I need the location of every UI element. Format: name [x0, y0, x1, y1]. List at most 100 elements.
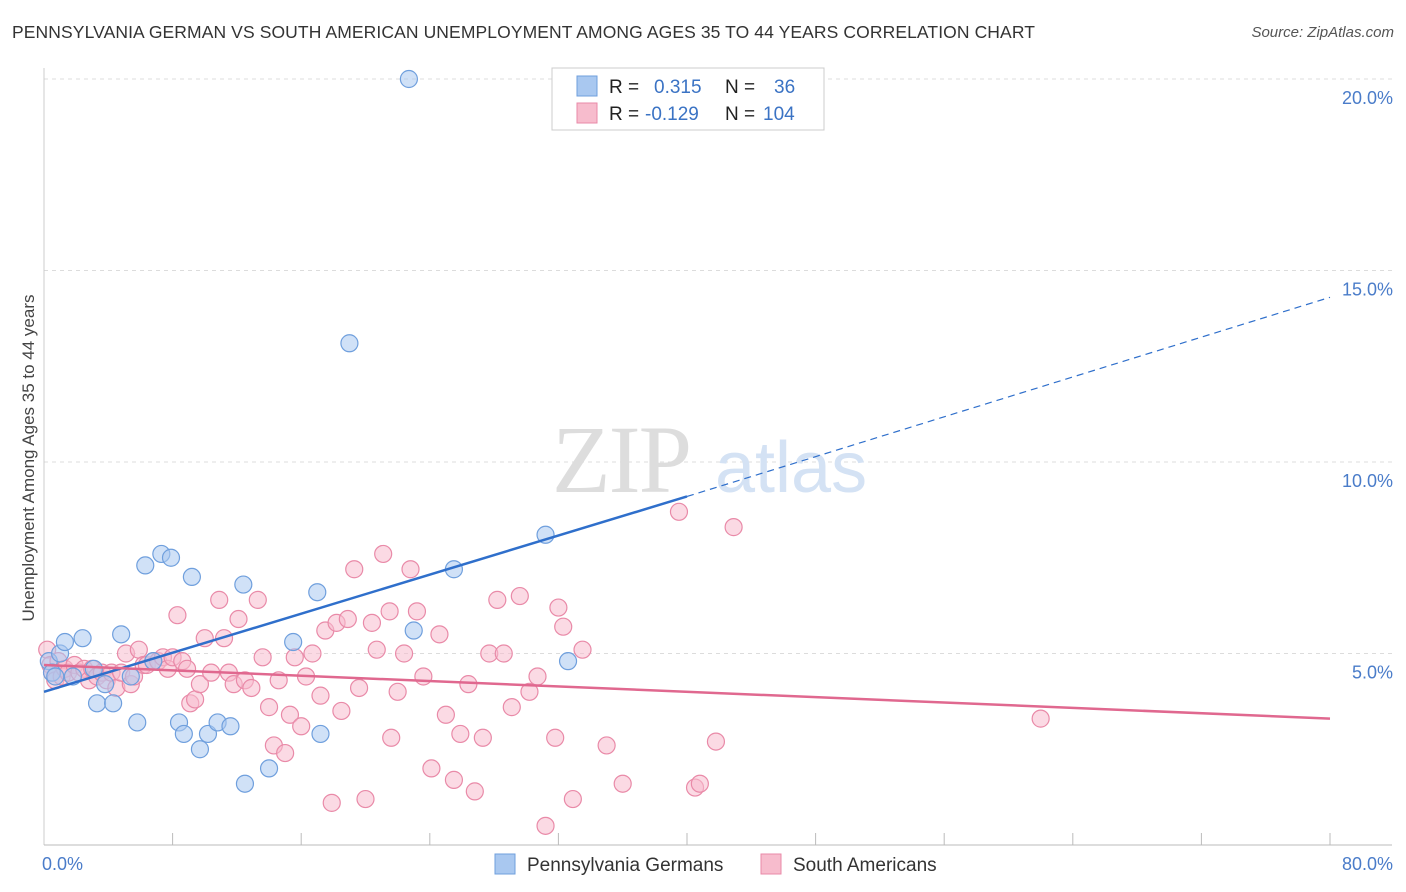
- south-americans-point: [520, 682, 539, 701]
- y-tick-label: 20.0%: [1342, 88, 1393, 108]
- bottom-legend-pink-swatch: [760, 853, 782, 875]
- legend-pink-r-label: R =: [609, 104, 639, 125]
- pennsylvania-germans-point: [104, 694, 123, 713]
- y-tick-label: 5.0%: [1352, 663, 1393, 683]
- south-americans-point: [554, 617, 573, 636]
- south-americans-point: [536, 816, 555, 835]
- pennsylvania-germans-point: [95, 675, 115, 694]
- pennsylvania-germans-point: [221, 717, 240, 736]
- pennsylvania-germans-point: [161, 548, 181, 567]
- pennsylvania-germans-point: [55, 632, 74, 652]
- south-americans-point: [430, 625, 449, 644]
- south-americans-point: [285, 648, 304, 667]
- legend-pink-n-label: N =: [725, 104, 755, 125]
- legend-pink-r-value: -0.129: [645, 104, 699, 125]
- source-label: Source: ZipAtlas.com: [1251, 24, 1394, 41]
- pennsylvania-germans-point: [182, 567, 201, 587]
- legend-blue-n-value: 36: [774, 77, 795, 98]
- bottom-legend-blue-label: Pennsylvania Germans: [527, 855, 723, 876]
- south-americans-point: [549, 598, 568, 617]
- south-americans-point: [422, 759, 441, 778]
- south-americans-point: [613, 774, 632, 793]
- south-americans-point: [259, 698, 279, 717]
- south-americans-point: [436, 705, 455, 724]
- south-americans-point: [444, 770, 464, 789]
- south-americans-point: [248, 590, 267, 609]
- south-americans-point: [345, 560, 364, 579]
- south-americans-point: [292, 717, 311, 736]
- legend-pink-swatch: [576, 102, 598, 124]
- south-americans-point: [451, 724, 470, 744]
- pennsylvania-germans-point: [112, 625, 131, 644]
- pennsylvania-germans-trend-extension: [686, 296, 1331, 498]
- pennsylvania-germans-point: [558, 652, 578, 671]
- south-americans-point: [190, 675, 210, 694]
- pennsylvania-germans-point: [284, 632, 303, 652]
- south-americans-point: [401, 560, 420, 579]
- south-americans-point: [1031, 709, 1050, 728]
- south-americans-point: [573, 640, 592, 659]
- south-americans-point: [177, 659, 197, 678]
- south-americans-point: [473, 728, 492, 747]
- series-legend: Pennsylvania Germans South Americans: [494, 853, 937, 876]
- south-americans-point: [380, 602, 399, 621]
- legend-blue-n-label: N =: [725, 77, 755, 98]
- pennsylvania-germans-point: [340, 334, 359, 353]
- south-americans-point: [374, 544, 393, 564]
- x-tick-label: 80.0%: [1342, 854, 1393, 874]
- south-americans-point: [510, 586, 529, 606]
- south-americans-trend-line: [43, 663, 1331, 720]
- south-americans-point: [349, 678, 369, 698]
- pennsylvania-germans-point: [404, 621, 423, 640]
- pennsylvania-germans-point: [235, 774, 255, 793]
- south-americans-point: [129, 640, 148, 659]
- pennsylvania-germans-point: [46, 667, 65, 686]
- y-tick-label: 15.0%: [1342, 280, 1393, 300]
- south-americans-point: [338, 609, 357, 629]
- south-americans-point: [724, 518, 743, 537]
- pennsylvania-germans-point: [174, 724, 193, 744]
- south-americans-point: [303, 644, 322, 663]
- south-americans-point: [669, 502, 689, 521]
- watermark-atlas: atlas: [715, 428, 867, 508]
- south-americans-point: [367, 640, 386, 659]
- south-americans-point: [597, 736, 616, 755]
- pennsylvania-germans-trend-line: [43, 495, 688, 693]
- trend-lines: [43, 296, 1331, 720]
- pennsylvania-germans-point: [87, 694, 107, 713]
- chart-title: PENNSYLVANIA GERMAN VS SOUTH AMERICAN UN…: [12, 22, 1036, 42]
- south-americans-point: [388, 682, 407, 701]
- legend-blue-r-value: 0.315: [654, 77, 702, 98]
- south-americans-point: [362, 613, 382, 632]
- south-americans-point: [242, 678, 261, 698]
- watermark-zip: ZIP: [552, 406, 690, 513]
- legend-pink-n-value: 104: [763, 104, 795, 125]
- south-americans-point: [332, 701, 351, 721]
- pennsylvania-germans-point: [73, 629, 92, 648]
- pennsylvania-germans-point: [128, 713, 147, 732]
- pennsylvania-germans-point: [234, 575, 253, 594]
- y-axis-title: Unemployment Among Ages 35 to 44 years: [19, 295, 38, 622]
- pennsylvania-germans-point: [311, 724, 330, 744]
- south-americans-point: [563, 789, 582, 809]
- pennsylvania-germans-point: [136, 556, 155, 575]
- south-americans-point: [546, 728, 565, 747]
- south-americans-point: [276, 743, 295, 763]
- south-americans-point: [407, 602, 427, 621]
- south-americans-point: [253, 648, 272, 667]
- pennsylvania-germans-point: [121, 667, 140, 686]
- gridlines: [44, 78, 1392, 654]
- x-tick-label: 0.0%: [42, 854, 83, 874]
- south-americans-point: [488, 590, 507, 609]
- y-axis-tick-labels: 5.0% 10.0% 15.0% 20.0%: [1342, 88, 1393, 683]
- pennsylvania-germans-points: [39, 69, 578, 793]
- legend-blue-swatch: [576, 75, 598, 97]
- south-americans-point: [322, 793, 341, 812]
- pennsylvania-germans-point: [190, 740, 210, 759]
- south-americans-point: [690, 774, 709, 793]
- bottom-legend-blue-swatch: [494, 853, 516, 875]
- pennsylvania-germans-point: [259, 759, 279, 778]
- south-americans-point: [168, 606, 187, 625]
- south-americans-point: [706, 732, 726, 751]
